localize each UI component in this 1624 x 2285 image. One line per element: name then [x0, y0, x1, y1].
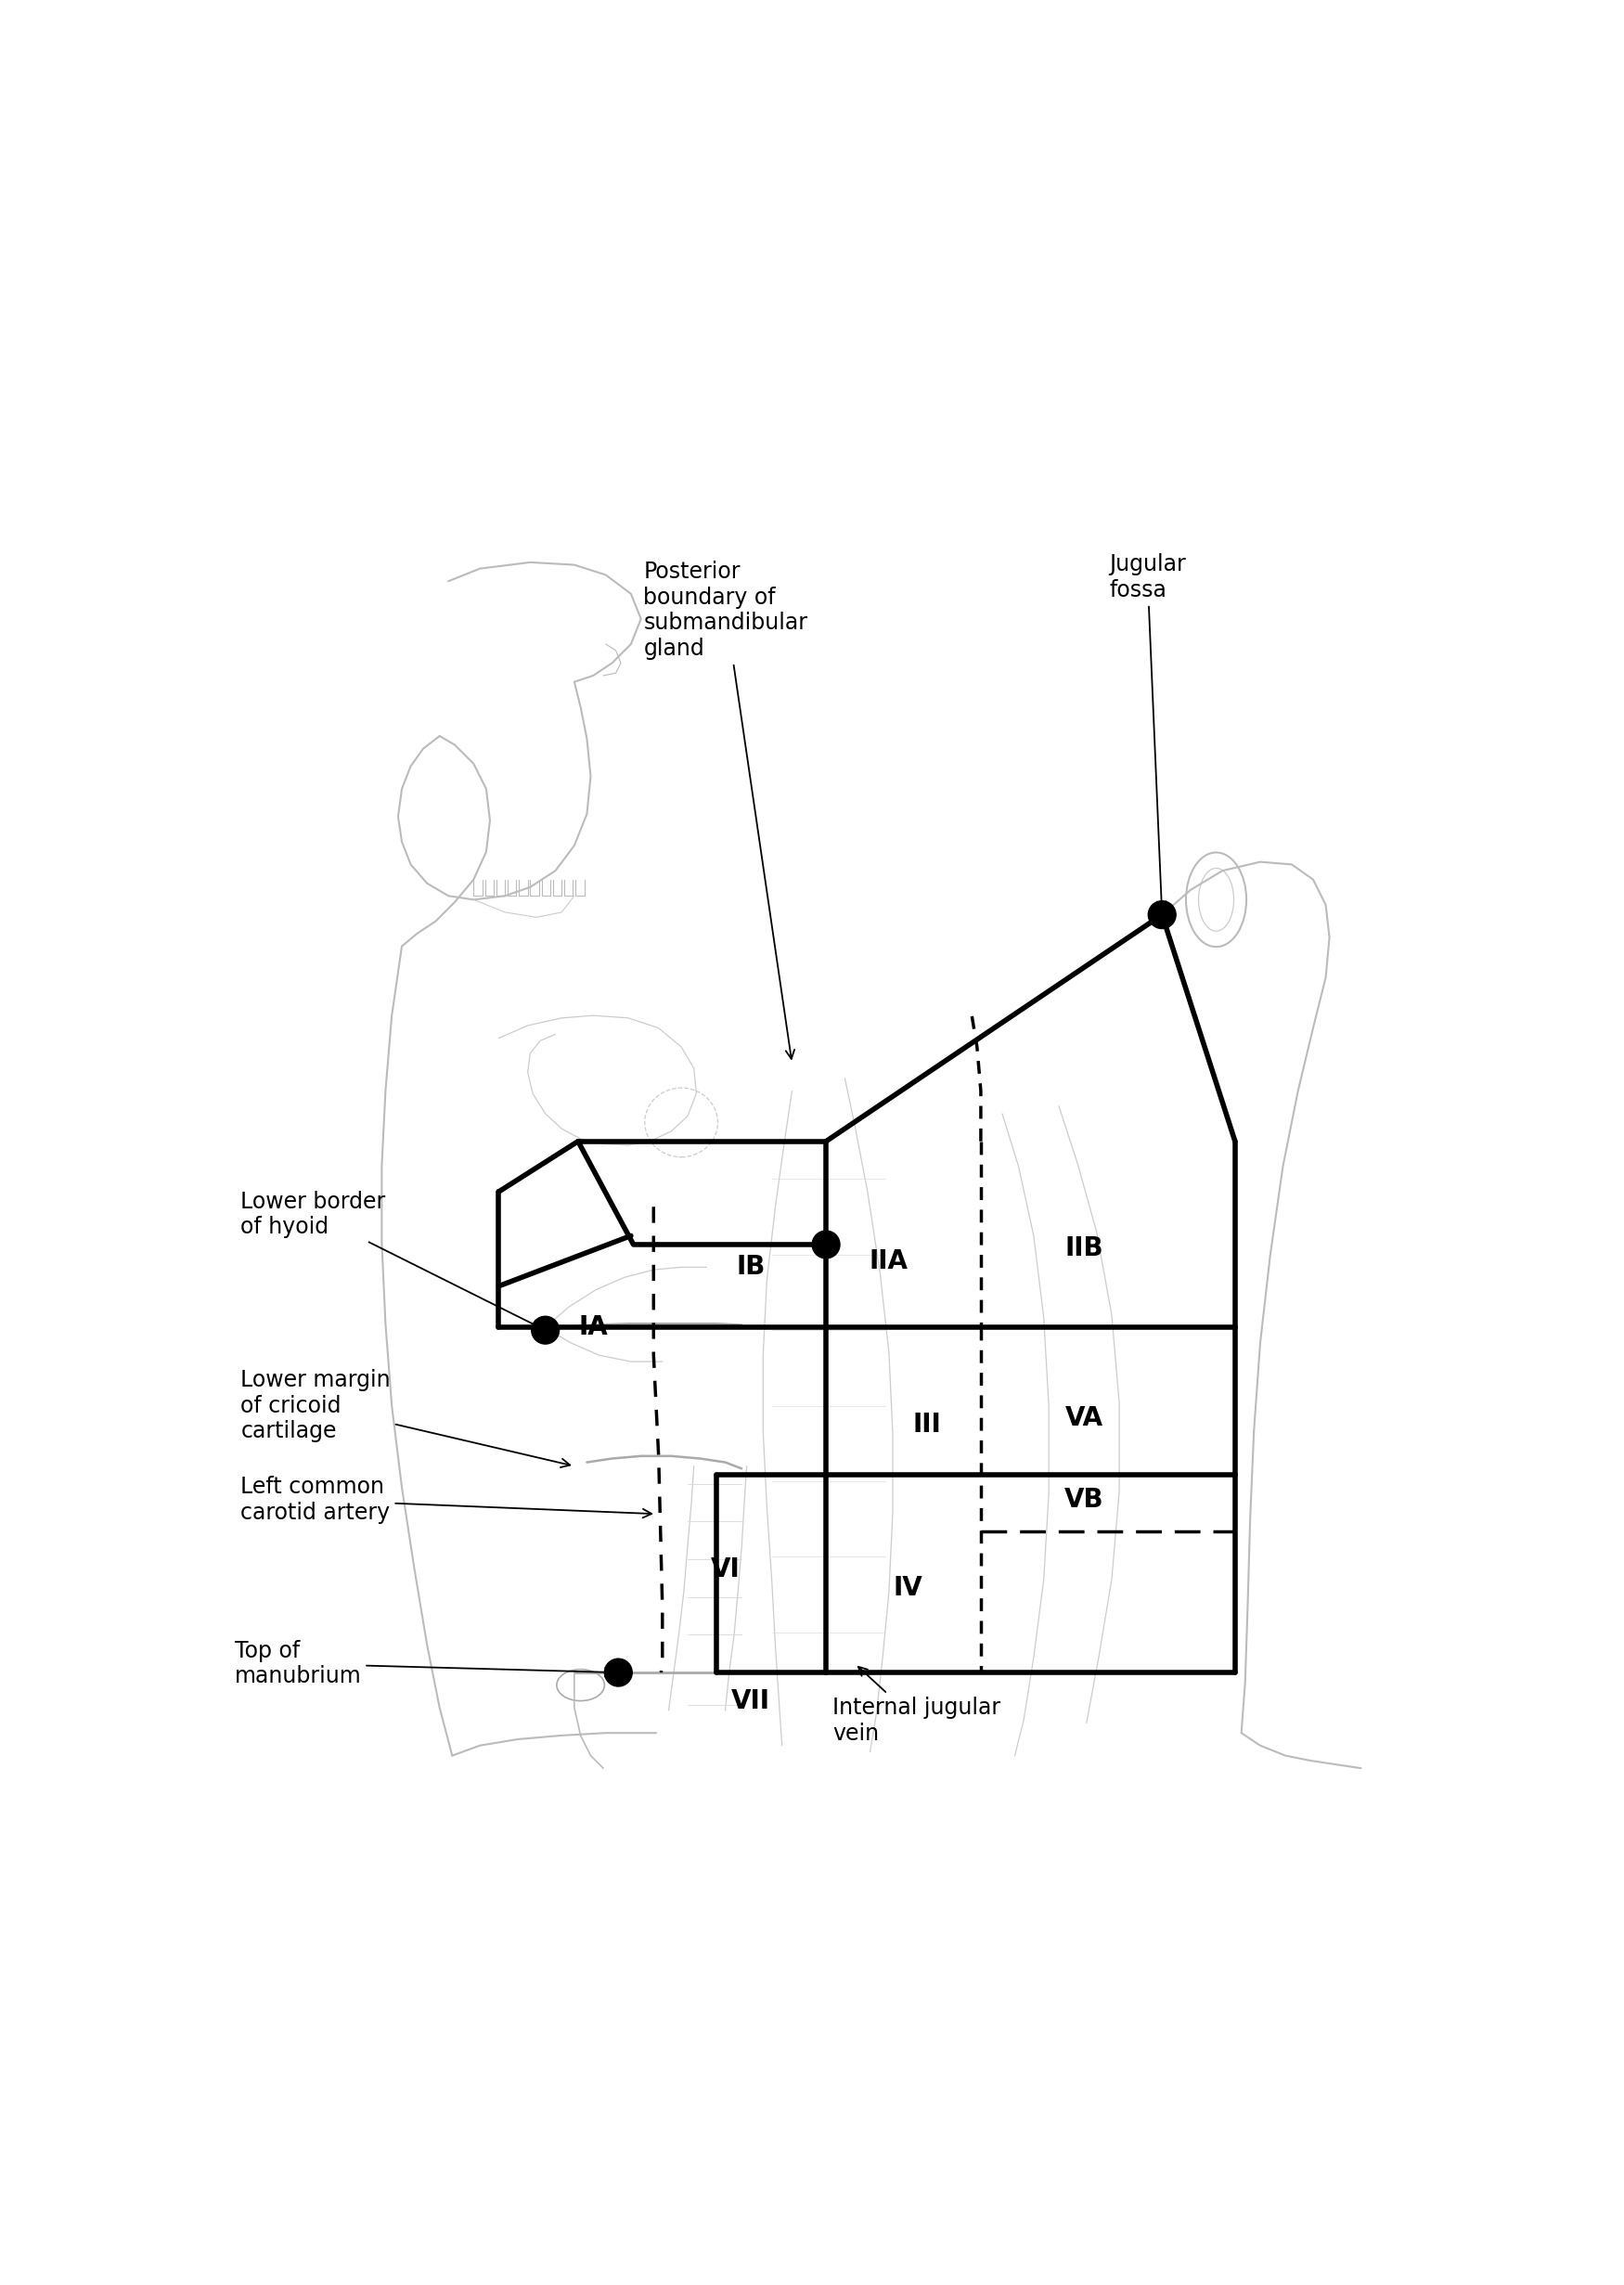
- Text: Posterior
boundary of
submandibular
gland: Posterior boundary of submandibular glan…: [643, 560, 807, 1058]
- Text: IIB: IIB: [1065, 1236, 1103, 1261]
- Text: Lower border
of hyoid: Lower border of hyoid: [240, 1190, 541, 1328]
- Text: IA: IA: [578, 1314, 607, 1341]
- Text: IV: IV: [893, 1574, 922, 1602]
- Text: IB: IB: [736, 1254, 765, 1280]
- Circle shape: [604, 1659, 632, 1686]
- Text: VB: VB: [1064, 1488, 1104, 1513]
- Circle shape: [531, 1316, 559, 1344]
- Text: Internal jugular
vein: Internal jugular vein: [833, 1666, 1000, 1743]
- Text: III: III: [913, 1412, 940, 1437]
- Text: VI: VI: [711, 1556, 741, 1581]
- Text: Top of
manubrium: Top of manubrium: [234, 1641, 614, 1689]
- Circle shape: [812, 1232, 840, 1259]
- Text: IIA: IIA: [869, 1248, 908, 1275]
- Text: Jugular
fossa: Jugular fossa: [1109, 553, 1186, 909]
- Text: VII: VII: [731, 1689, 770, 1714]
- Text: Left common
carotid artery: Left common carotid artery: [240, 1476, 651, 1524]
- Text: VA: VA: [1065, 1405, 1103, 1430]
- Text: Lower margin
of cricoid
cartilage: Lower margin of cricoid cartilage: [240, 1369, 570, 1467]
- Circle shape: [1148, 900, 1176, 928]
